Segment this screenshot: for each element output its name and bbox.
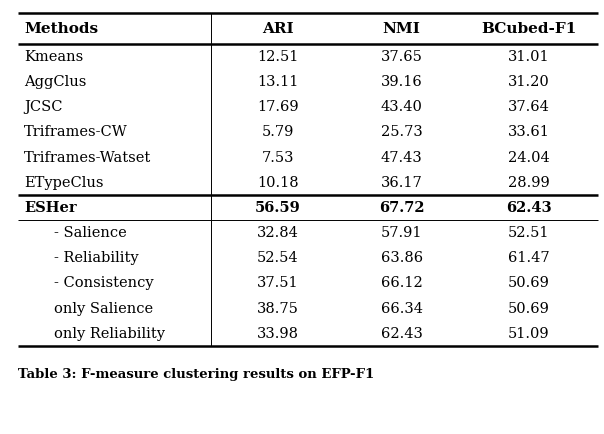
Text: 50.69: 50.69 bbox=[507, 302, 550, 316]
Text: 37.64: 37.64 bbox=[507, 100, 550, 114]
Text: 43.40: 43.40 bbox=[381, 100, 423, 114]
Text: 67.72: 67.72 bbox=[379, 201, 425, 215]
Text: 61.47: 61.47 bbox=[508, 251, 549, 265]
Text: 28.99: 28.99 bbox=[507, 176, 550, 190]
Text: 66.12: 66.12 bbox=[381, 276, 423, 290]
Text: BCubed-F1: BCubed-F1 bbox=[481, 22, 576, 36]
Text: 10.18: 10.18 bbox=[257, 176, 298, 190]
Text: JCSC: JCSC bbox=[24, 100, 63, 114]
Text: 33.98: 33.98 bbox=[257, 327, 299, 341]
Text: Triframes-Watset: Triframes-Watset bbox=[24, 151, 152, 164]
Text: 24.04: 24.04 bbox=[507, 151, 550, 164]
Text: 47.43: 47.43 bbox=[381, 151, 423, 164]
Text: 5.79: 5.79 bbox=[262, 125, 294, 139]
Text: - Reliability: - Reliability bbox=[54, 251, 139, 265]
Text: 12.51: 12.51 bbox=[257, 50, 298, 64]
Text: 51.09: 51.09 bbox=[508, 327, 549, 341]
Text: 33.61: 33.61 bbox=[507, 125, 550, 139]
Text: 66.34: 66.34 bbox=[381, 302, 423, 316]
Text: 62.43: 62.43 bbox=[506, 201, 551, 215]
Text: 32.84: 32.84 bbox=[257, 226, 299, 240]
Text: Kmeans: Kmeans bbox=[24, 50, 83, 64]
Text: 36.17: 36.17 bbox=[381, 176, 423, 190]
Text: 25.73: 25.73 bbox=[381, 125, 423, 139]
Text: 37.65: 37.65 bbox=[381, 50, 423, 64]
Text: Methods: Methods bbox=[24, 22, 98, 36]
Text: AggClus: AggClus bbox=[24, 75, 86, 89]
Text: 31.20: 31.20 bbox=[507, 75, 550, 89]
Text: 56.59: 56.59 bbox=[255, 201, 301, 215]
Text: 13.11: 13.11 bbox=[257, 75, 298, 89]
Text: ARI: ARI bbox=[262, 22, 294, 36]
Text: 57.91: 57.91 bbox=[381, 226, 422, 240]
Text: NMI: NMI bbox=[383, 22, 420, 36]
Text: ESHer: ESHer bbox=[24, 201, 77, 215]
Text: 17.69: 17.69 bbox=[257, 100, 298, 114]
Text: 50.69: 50.69 bbox=[507, 276, 550, 290]
Text: - Salience: - Salience bbox=[54, 226, 127, 240]
Text: 62.43: 62.43 bbox=[381, 327, 423, 341]
Text: - Consistency: - Consistency bbox=[54, 276, 154, 290]
Text: ETypeClus: ETypeClus bbox=[24, 176, 104, 190]
Text: 39.16: 39.16 bbox=[381, 75, 423, 89]
Text: 7.53: 7.53 bbox=[262, 151, 294, 164]
Text: 52.51: 52.51 bbox=[508, 226, 549, 240]
Text: 63.86: 63.86 bbox=[381, 251, 423, 265]
Text: 52.54: 52.54 bbox=[257, 251, 298, 265]
Text: Table 3: F-measure clustering results on EFP-F1: Table 3: F-measure clustering results on… bbox=[18, 368, 374, 381]
Text: only Reliability: only Reliability bbox=[54, 327, 165, 341]
Text: 38.75: 38.75 bbox=[257, 302, 299, 316]
Text: 37.51: 37.51 bbox=[257, 276, 298, 290]
Text: 31.01: 31.01 bbox=[508, 50, 549, 64]
Text: only Salience: only Salience bbox=[54, 302, 153, 316]
Text: Triframes-CW: Triframes-CW bbox=[24, 125, 128, 139]
